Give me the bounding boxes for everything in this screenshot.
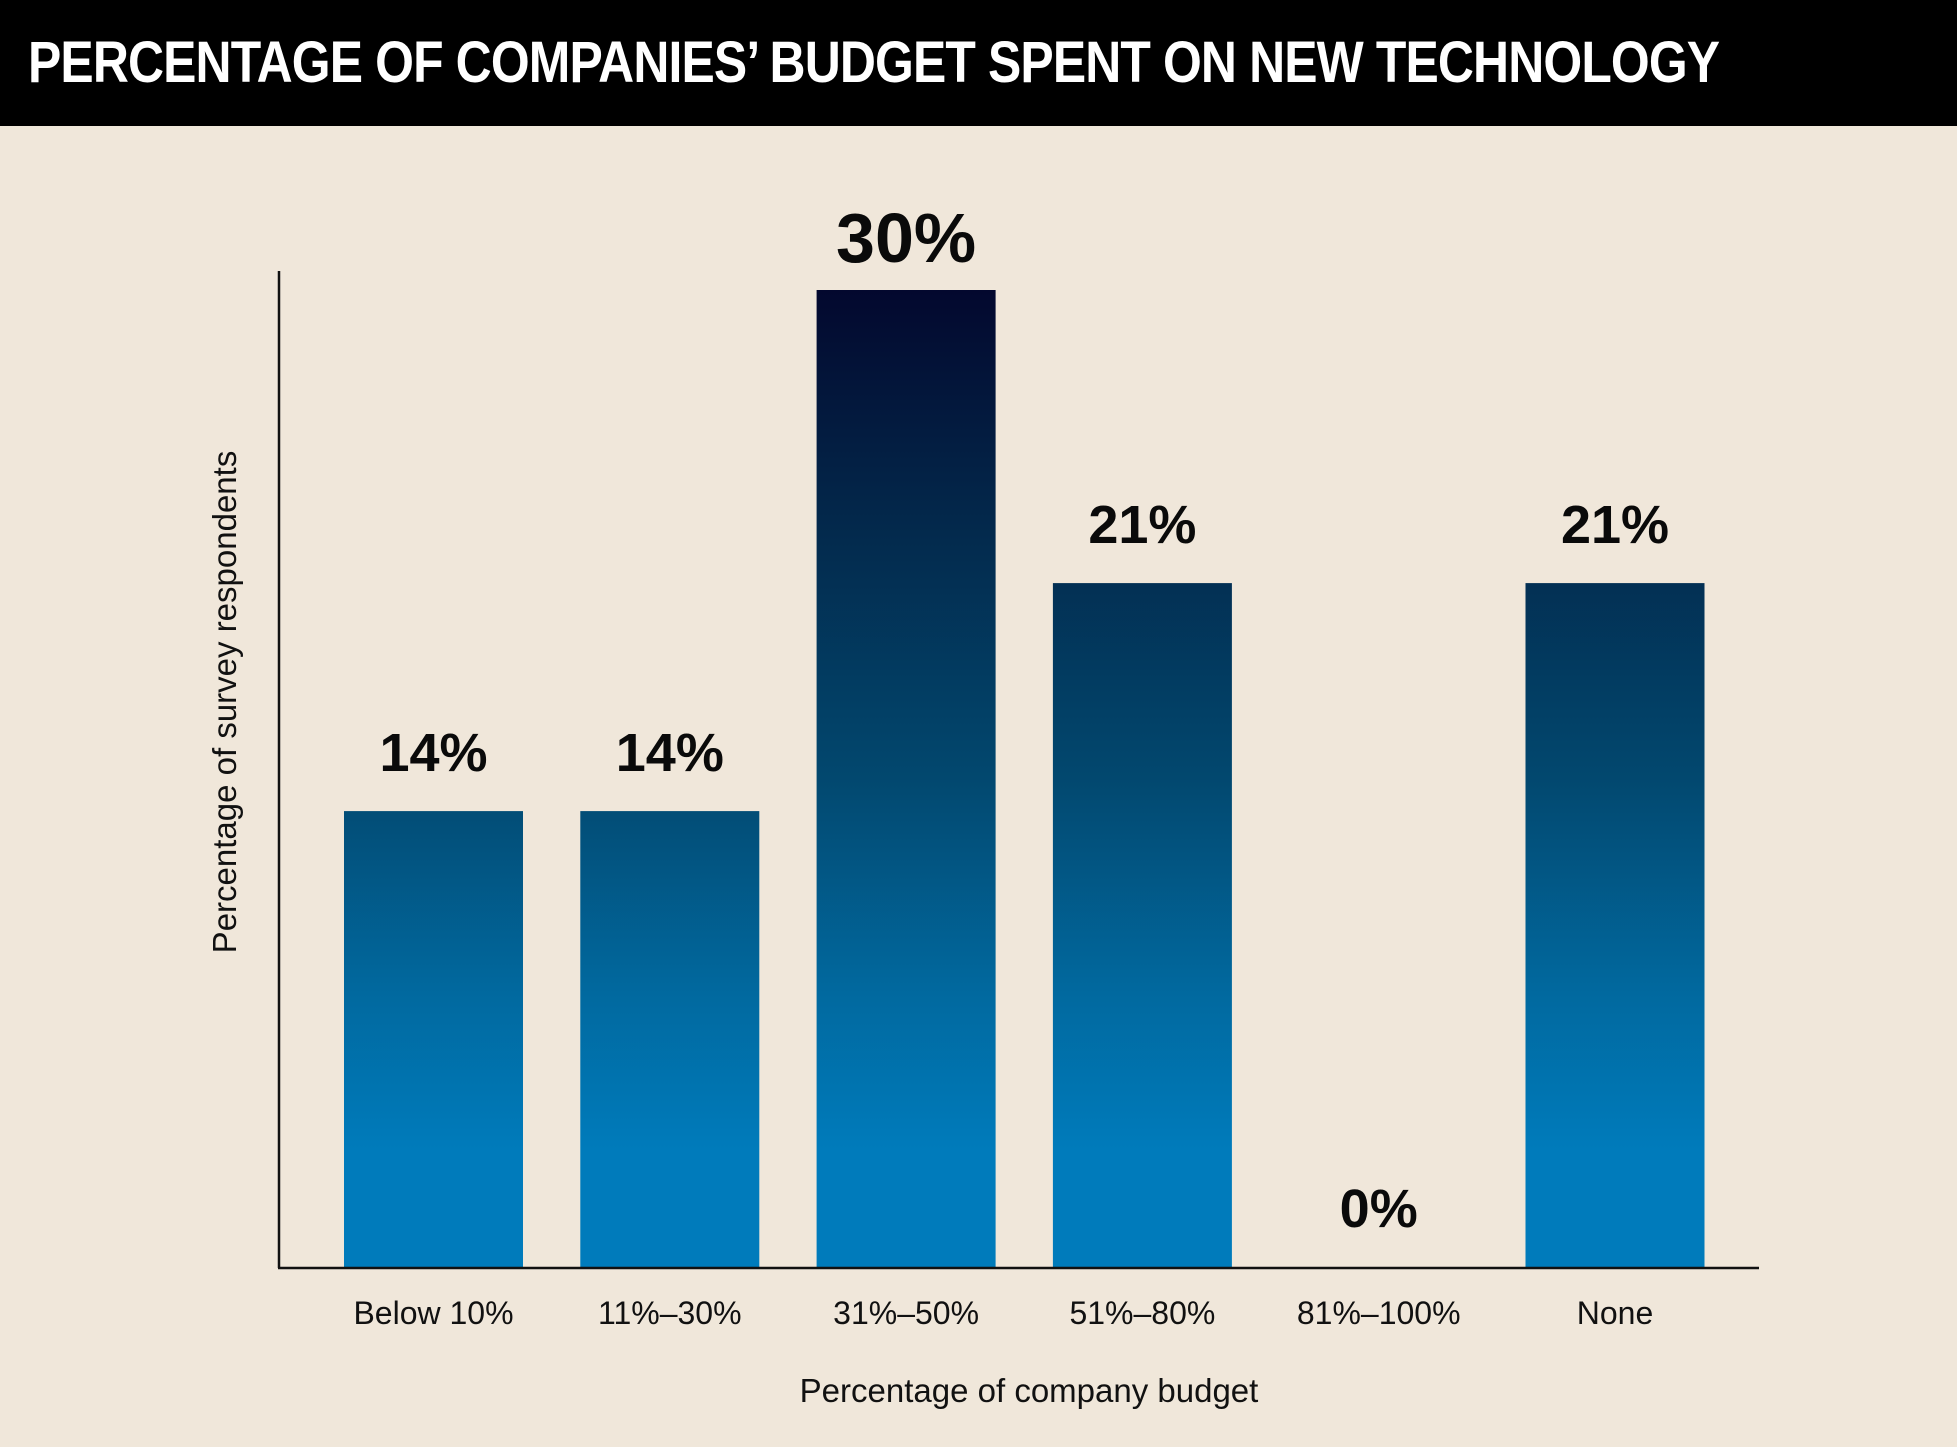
value-label-2: 30% <box>836 199 976 277</box>
value-label-4: 0% <box>1340 1179 1418 1239</box>
bar-5 <box>1525 583 1705 1267</box>
value-label-1: 14% <box>616 723 724 783</box>
bars-group <box>344 290 1705 1267</box>
x-tick-label-3: 51%–80% <box>1069 1295 1215 1331</box>
value-label-3: 21% <box>1088 495 1196 555</box>
value-label-5: 21% <box>1561 495 1669 555</box>
title-bar: PERCENTAGE OF COMPANIES’ BUDGET SPENT ON… <box>0 0 1957 126</box>
value-labels-group: 14% 14% 30% 21% 0% 21% <box>379 199 1669 1239</box>
x-tick-label-4: 81%–100% <box>1297 1295 1461 1331</box>
x-tick-label-5: None <box>1577 1295 1654 1331</box>
x-axis-label: Percentage of company budget <box>800 1372 1259 1409</box>
x-tick-label-0: Below 10% <box>353 1295 513 1331</box>
x-tick-label-1: 11%–30% <box>598 1295 742 1331</box>
bar-2 <box>816 290 996 1267</box>
x-tick-labels-group: Below 10% 11%–30% 31%–50% 51%–80% 81%–100% No… <box>353 1295 1653 1331</box>
chart-title: PERCENTAGE OF COMPANIES’ BUDGET SPENT ON… <box>28 30 1720 95</box>
y-axis-label: Percentage of survey respondents <box>206 451 243 954</box>
bar-1 <box>580 811 760 1267</box>
bar-0 <box>344 811 523 1267</box>
x-tick-label-2: 31%–50% <box>833 1295 979 1331</box>
value-label-0: 14% <box>379 723 487 783</box>
bar-3 <box>1052 583 1232 1267</box>
